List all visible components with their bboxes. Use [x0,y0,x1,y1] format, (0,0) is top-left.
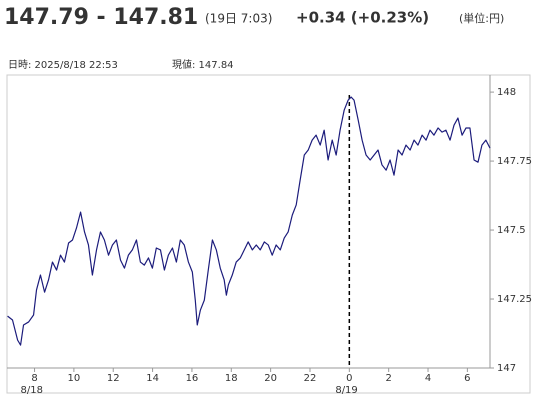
price-line [7,96,491,346]
x-tick-label: 20 [264,373,277,384]
y-tick-label: 148 [497,87,516,98]
x-tick-label: 6 [464,373,470,384]
unit: (単位:円) [459,11,504,25]
date-label: 8/18 [21,385,43,396]
date-label: 8/19 [335,385,357,396]
y-tick-label: 147.5 [497,225,526,236]
info-time: 日時: 2025/8/18 22:53 [8,59,118,71]
y-tick-label: 147.25 [497,294,532,305]
y-tick-label: 147.75 [497,156,532,167]
x-tick-label: 10 [68,373,81,384]
x-tick-label: 16 [186,373,199,384]
y-tick-label: 147 [497,363,516,374]
chart-frame [6,74,531,394]
x-tick-label: 0 [346,373,352,384]
change: +0.34 (+0.23%) [296,9,429,27]
x-tick-label: 8 [31,373,37,384]
x-tick-label: 18 [225,373,238,384]
timestamp: (19日 7:03) [205,12,272,26]
x-tick-label: 22 [304,373,317,384]
x-tick-label: 12 [107,373,120,384]
x-tick-label: 2 [385,373,391,384]
info-price: 現値: 147.84 [172,58,234,71]
x-tick-label: 14 [146,373,159,384]
x-tick-label: 4 [425,373,431,384]
price-range: 147.79 - 147.81 [4,5,198,30]
